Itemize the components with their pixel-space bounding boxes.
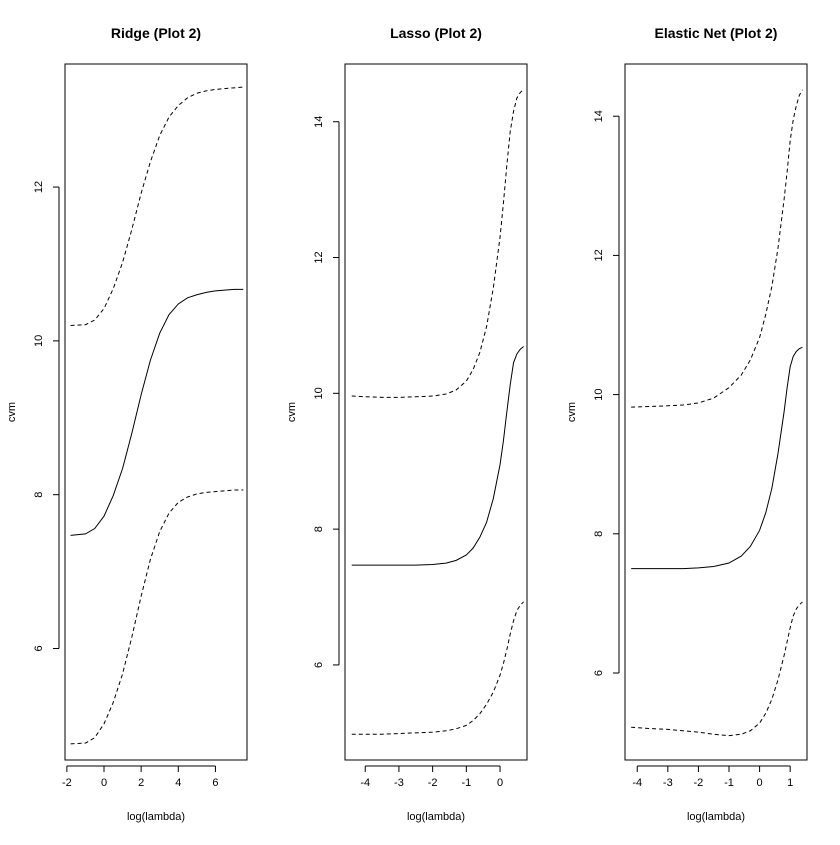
panel-2-plot-frame <box>344 63 528 761</box>
panel-3-y-tick-label-8: 8 <box>593 531 605 537</box>
panel-1-ridge-plot-2: Ridge (Plot 2) -2 0 2 4 6 6 8 10 12 log(lambda) cvm <box>6 25 248 823</box>
panel-1-x-tick-label-2: -2 <box>62 777 72 789</box>
panel-1-x-tick-label-6: 6 <box>212 777 218 789</box>
panel-3-y-tick-label-10: 10 <box>593 388 605 400</box>
panel-1-mean-cvm-line <box>70 288 244 536</box>
panel-2-lower-band-line <box>351 601 524 735</box>
panel-2-upper-band-line <box>351 88 524 398</box>
panel-1-x-axis-label: log(lambda) <box>127 811 185 823</box>
panel-2-x-tick-label-1: -1 <box>461 777 471 789</box>
panel-3-x-axis-label: log(lambda) <box>687 811 745 823</box>
panel-1-plot-frame <box>64 63 248 761</box>
panel-2-y-tick-label-12: 12 <box>313 251 325 263</box>
panel-2-y-tick-label-8: 8 <box>313 526 325 532</box>
panel-3-y-tick-label-6: 6 <box>593 670 605 676</box>
panel-3-title: Elastic Net (Plot 2) <box>655 25 778 41</box>
panel-2-y-tick-label-10: 10 <box>313 387 325 399</box>
panel-1-y-axis-label: cvm <box>6 402 18 422</box>
panel-2-x-tick-label-4: -4 <box>360 777 370 789</box>
panel-3-x-tick-label-1: 1 <box>787 777 793 789</box>
panel-1-title: Ridge (Plot 2) <box>111 25 201 41</box>
panel-1-x-tick-label-4: 4 <box>175 777 181 789</box>
panel-1-y-tick-label-6: 6 <box>33 645 45 651</box>
panel-3-x-tick-label-4: -4 <box>632 777 642 789</box>
panel-1-upper-band-line <box>70 86 244 326</box>
panel-3-x-tick-label-2: -2 <box>694 777 704 789</box>
panel-3-y-axis-label: cvm <box>566 402 578 422</box>
panel-1-lower-band-line <box>70 489 244 745</box>
panel-2-mean-cvm-line <box>351 346 524 566</box>
panel-2-x-tick-label-3: -3 <box>394 777 404 789</box>
panel-2-x-tick-label-2: -2 <box>428 777 438 789</box>
panel-2-y-tick-label-14: 14 <box>313 116 325 128</box>
panel-2-title: Lasso (Plot 2) <box>390 25 482 41</box>
panel-3-lower-band-line <box>631 601 803 737</box>
panel-1-x-tick-label-2: 2 <box>138 777 144 789</box>
panel-3-upper-band-line <box>631 89 803 408</box>
panel-3-y-tick-label-12: 12 <box>593 249 605 261</box>
panel-2-x-axis-label: log(lambda) <box>407 811 465 823</box>
panel-2-lasso-plot-2: Lasso (Plot 2) -4 -3 -2 -1 0 6 8 10 12 14 log(lambd… <box>286 25 528 823</box>
panel-2-y-tick-label-6: 6 <box>313 662 325 668</box>
panel-1-y-tick-label-12: 12 <box>33 181 45 193</box>
panel-3-x-tick-label-1: -1 <box>724 777 734 789</box>
panel-3-mean-cvm-line <box>631 346 803 570</box>
panel-3-x-tick-label-3: -3 <box>663 777 673 789</box>
panel-2-y-axis-label: cvm <box>286 402 298 422</box>
panel-1-y-tick-label-8: 8 <box>33 492 45 498</box>
panel-3-elastic-net-plot-2: Elastic Net (Plot 2) -4 -3 -2 -1 0 1 6 8 10 12 14 lo… <box>566 25 808 823</box>
panel-3-x-tick-label-0: 0 <box>757 777 763 789</box>
panel-3-y-tick-label-14: 14 <box>593 110 605 122</box>
panel-1-y-tick-label-10: 10 <box>33 335 45 347</box>
panel-1-x-tick-label-0: 0 <box>101 777 107 789</box>
panel-2-x-tick-label-0: 0 <box>497 777 503 789</box>
panel-3-plot-frame <box>624 63 808 761</box>
